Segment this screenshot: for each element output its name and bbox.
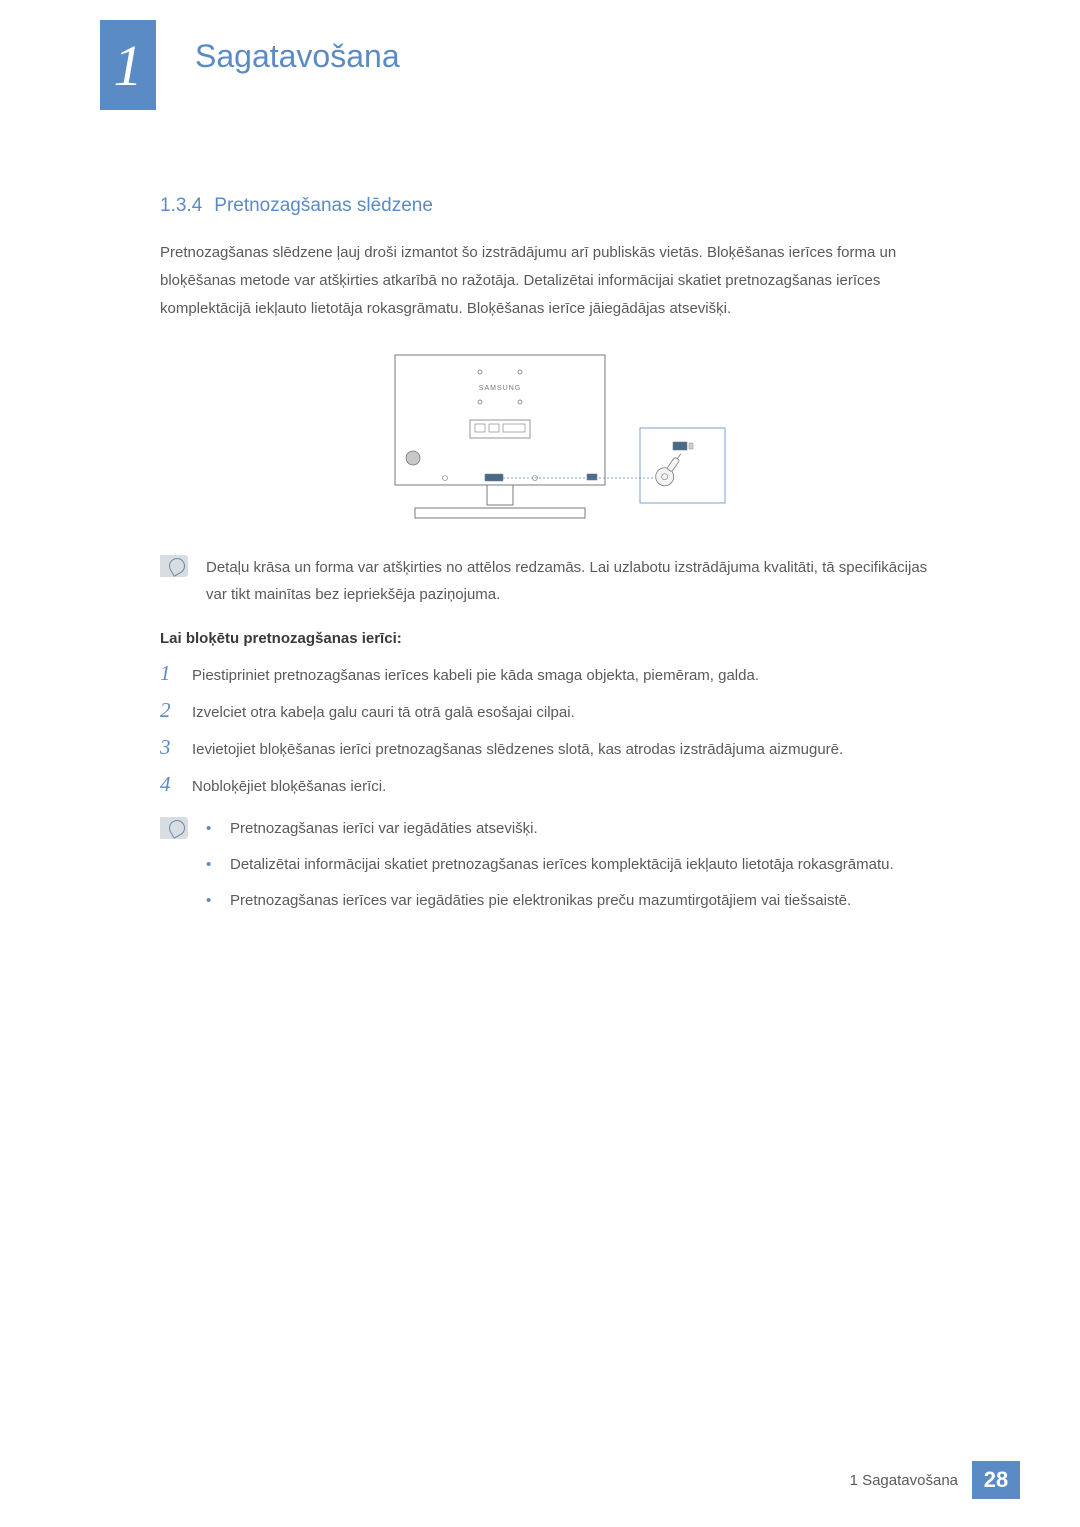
step-item: 3 Ievietojiet bloķēšanas ierīci pretnoza… <box>160 735 950 762</box>
page-footer: 1 Sagatavošana 28 <box>850 1461 1020 1499</box>
lock-diagram: SAMSUNG <box>160 350 950 525</box>
step-number: 2 <box>160 698 178 723</box>
intro-paragraph: Pretnozagšanas slēdzene ļauj droši izman… <box>160 239 950 322</box>
chapter-tab: 1 <box>100 20 156 110</box>
monitor-lock-svg: SAMSUNG <box>375 350 735 525</box>
note-2: • Pretnozagšanas ierīci var iegādāties a… <box>160 817 950 925</box>
chapter-title: Sagatavošana <box>195 38 400 75</box>
note-1-text: Detaļu krāsa un forma var atšķirties no … <box>206 555 950 608</box>
step-number: 3 <box>160 735 178 760</box>
section-title: Pretnozagšanas slēdzene <box>214 195 433 216</box>
list-item: • Pretnozagšanas ierīci var iegādāties a… <box>206 817 894 841</box>
note-2-list: • Pretnozagšanas ierīci var iegādāties a… <box>206 817 894 925</box>
note-icon <box>160 555 188 577</box>
bullet-text: Pretnozagšanas ierīci var iegādāties ats… <box>230 817 538 841</box>
footer-label: 1 Sagatavošana <box>850 1472 958 1489</box>
bullet-icon: • <box>206 889 216 913</box>
bullet-text: Pretnozagšanas ierīces var iegādāties pi… <box>230 889 851 913</box>
list-item: • Detalizētai informācijai skatiet pretn… <box>206 853 894 877</box>
step-number: 4 <box>160 772 178 797</box>
steps-heading: Lai bloķētu pretnozagšanas ierīci: <box>160 630 950 647</box>
note-icon <box>160 817 188 839</box>
step-text: Nobloķējiet bloķēšanas ierīci. <box>192 775 386 799</box>
list-item: • Pretnozagšanas ierīces var iegādāties … <box>206 889 894 913</box>
step-text: Piestipriniet pretnozagšanas ierīces kab… <box>192 664 759 688</box>
footer-page-number: 28 <box>972 1461 1020 1499</box>
steps-list: 1 Piestipriniet pretnozagšanas ierīces k… <box>160 661 950 799</box>
section-header: 1.3.4 Pretnozagšanas slēdzene <box>160 195 950 217</box>
step-text: Izvelciet otra kabeļa galu cauri tā otrā… <box>192 701 575 725</box>
step-item: 1 Piestipriniet pretnozagšanas ierīces k… <box>160 661 950 688</box>
step-item: 4 Nobloķējiet bloķēšanas ierīci. <box>160 772 950 799</box>
step-text: Ievietojiet bloķēšanas ierīci pretnozagš… <box>192 738 843 762</box>
bullet-icon: • <box>206 817 216 841</box>
chapter-number: 1 <box>114 32 143 99</box>
section-number: 1.3.4 <box>160 195 202 216</box>
note-1: Detaļu krāsa un forma var atšķirties no … <box>160 555 950 608</box>
step-number: 1 <box>160 661 178 686</box>
bullet-text: Detalizētai informācijai skatiet pretnoz… <box>230 853 894 877</box>
brand-label: SAMSUNG <box>479 385 521 392</box>
content-area: 1.3.4 Pretnozagšanas slēdzene Pretnozagša… <box>160 195 950 947</box>
bullet-icon: • <box>206 853 216 877</box>
step-item: 2 Izvelciet otra kabeļa galu cauri tā ot… <box>160 698 950 725</box>
